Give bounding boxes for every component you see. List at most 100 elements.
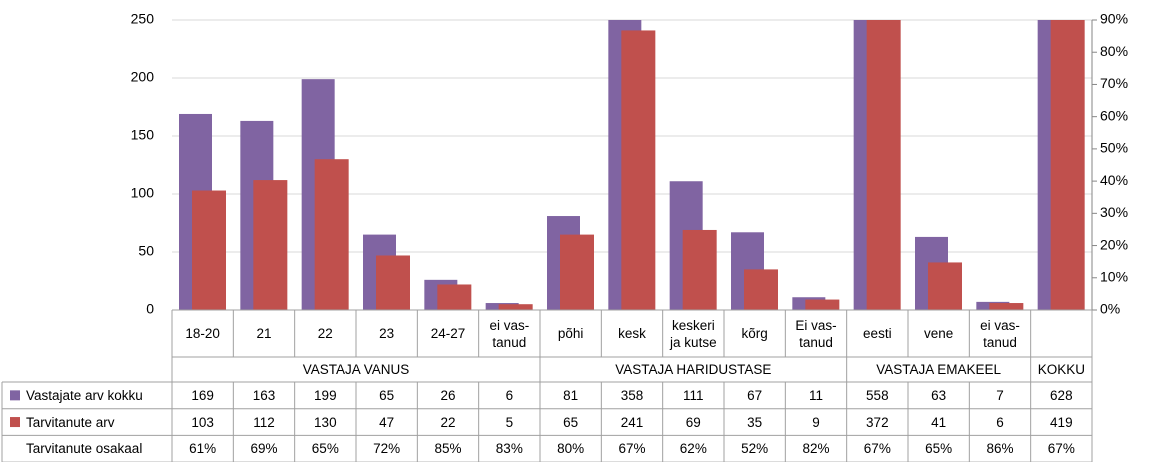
y2-tick-label: 30% bbox=[1100, 204, 1128, 220]
table-value: 81 bbox=[563, 387, 579, 403]
category-label: kõrg bbox=[741, 326, 768, 341]
category-label: 21 bbox=[256, 326, 272, 341]
category-label: 22 bbox=[317, 326, 333, 341]
group-label: VASTAJA HARIDUSTASE bbox=[615, 362, 772, 377]
legend-label: Tarvitanute arv bbox=[26, 414, 115, 430]
table-value: 35 bbox=[747, 414, 763, 430]
y2-tick-label: 60% bbox=[1100, 107, 1128, 123]
category-label: vene bbox=[924, 326, 954, 341]
legend-key bbox=[10, 390, 20, 401]
category-label: eesti bbox=[863, 326, 892, 341]
table-value: 11 bbox=[808, 387, 823, 403]
y-tick-label: 150 bbox=[131, 127, 155, 143]
bar bbox=[314, 159, 349, 310]
table-value: 558 bbox=[866, 387, 889, 403]
category-label: kesk bbox=[618, 326, 646, 341]
table-value: 26 bbox=[440, 387, 456, 403]
category-label: 18-20 bbox=[185, 326, 220, 341]
table-value: 241 bbox=[620, 414, 644, 430]
y-tick-label: 0 bbox=[146, 301, 154, 317]
bar bbox=[192, 190, 226, 310]
group-label: VASTAJA VANUS bbox=[302, 362, 410, 377]
bar bbox=[621, 30, 656, 310]
bar bbox=[437, 284, 472, 310]
bar bbox=[253, 180, 288, 310]
table-value: 65% bbox=[311, 441, 339, 457]
y-tick-label: 250 bbox=[131, 11, 155, 27]
table-value: 47 bbox=[379, 414, 395, 430]
bar bbox=[560, 234, 594, 310]
y2-tick-label: 70% bbox=[1100, 75, 1128, 91]
table-value: 111 bbox=[683, 387, 704, 403]
bar bbox=[866, 20, 901, 310]
table-value: 7 bbox=[996, 387, 1004, 403]
y-tick-label: 100 bbox=[131, 185, 155, 201]
table-value: 6 bbox=[505, 387, 514, 403]
bar bbox=[682, 229, 717, 310]
y2-tick-label: 80% bbox=[1100, 43, 1128, 59]
table-value: 130 bbox=[314, 414, 337, 430]
table-value: 65 bbox=[563, 414, 579, 430]
table-value: 6 bbox=[996, 414, 1004, 430]
table-value: 112 bbox=[253, 414, 275, 430]
y-tick-label: 200 bbox=[131, 69, 155, 85]
table-value: 67% bbox=[618, 441, 646, 457]
category-label: 23 bbox=[379, 326, 395, 341]
bar bbox=[498, 304, 533, 310]
bar bbox=[805, 299, 840, 310]
y2-tick-label: 0% bbox=[1100, 301, 1120, 317]
category-label: põhi bbox=[557, 326, 584, 341]
table-value: 358 bbox=[620, 387, 644, 403]
category-label: Ei vas-tanud bbox=[795, 317, 837, 350]
y-tick-label: 50 bbox=[138, 243, 154, 259]
category-label: keskeri ja kutse bbox=[670, 317, 717, 350]
legend-label: Vastajate arv kokku bbox=[26, 387, 143, 403]
category-label: 24-27 bbox=[430, 326, 466, 341]
category-label: ei vas-tanud bbox=[980, 317, 1020, 350]
category-label: ei vas-tanud bbox=[489, 317, 530, 350]
table-value: 83% bbox=[495, 441, 523, 457]
table-value: 372 bbox=[866, 414, 889, 430]
table-value: 41 bbox=[931, 414, 947, 430]
y2-tick-label: 50% bbox=[1100, 140, 1128, 156]
table-value: 199 bbox=[314, 387, 337, 403]
bar bbox=[1050, 20, 1085, 310]
table-value: 67% bbox=[863, 441, 891, 457]
table-value: 103 bbox=[191, 414, 214, 430]
table-value: 69% bbox=[250, 441, 278, 457]
table-value: 61% bbox=[189, 441, 217, 457]
table-value: 5 bbox=[505, 414, 514, 430]
table-value: 62% bbox=[679, 441, 707, 457]
bar bbox=[744, 269, 778, 310]
table-value: 65 bbox=[379, 387, 395, 403]
group-label: KOKKU bbox=[1037, 362, 1085, 377]
y2-tick-label: 10% bbox=[1100, 268, 1128, 284]
y2-tick-label: 20% bbox=[1100, 236, 1128, 252]
bar bbox=[376, 255, 410, 310]
table-value: 65% bbox=[925, 441, 953, 457]
table-value: 22 bbox=[440, 414, 456, 430]
y2-tick-label: 90% bbox=[1100, 11, 1128, 27]
y2-tick-label: 40% bbox=[1100, 172, 1128, 188]
legend-key bbox=[10, 417, 20, 428]
table-value: 86% bbox=[986, 441, 1014, 457]
table-value: 82% bbox=[802, 441, 830, 457]
table-value: 80% bbox=[557, 441, 585, 457]
table-value: 85% bbox=[434, 441, 462, 457]
table-value: 67% bbox=[1047, 441, 1075, 457]
table-value: 628 bbox=[1050, 387, 1073, 403]
table-value: 419 bbox=[1050, 414, 1073, 430]
table-value: 69 bbox=[685, 414, 701, 430]
table-value: 9 bbox=[812, 414, 820, 430]
table-value: 163 bbox=[252, 387, 276, 403]
legend-label: Tarvitanute osakaal bbox=[26, 441, 143, 457]
table-value: 52% bbox=[741, 441, 769, 457]
group-label: VASTAJA EMAKEEL bbox=[876, 362, 1002, 377]
table-value: 67 bbox=[747, 387, 763, 403]
bar bbox=[928, 262, 962, 310]
table-value: 72% bbox=[373, 441, 401, 457]
bar bbox=[989, 303, 1024, 310]
table-value: 169 bbox=[191, 387, 214, 403]
